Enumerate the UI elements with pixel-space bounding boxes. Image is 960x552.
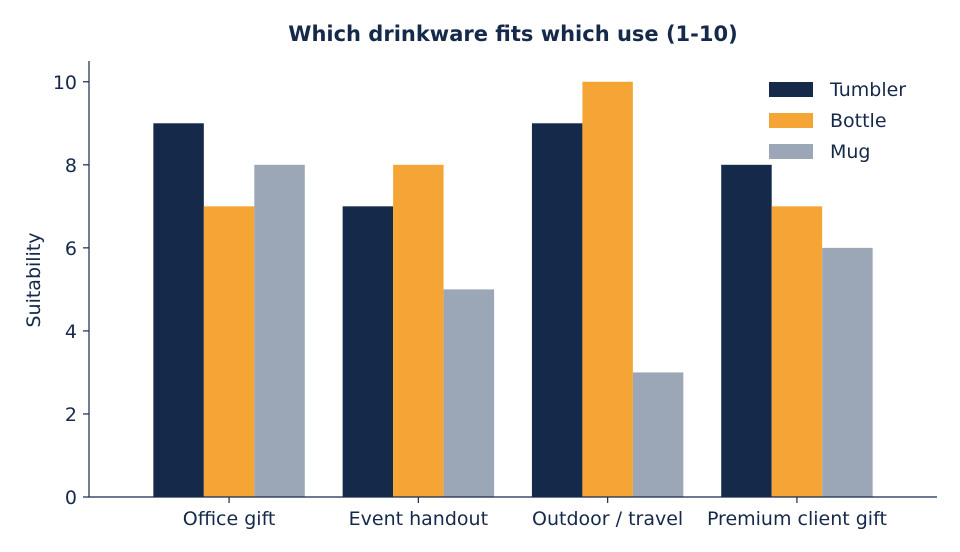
legend: Tumbler Bottle Mug — [769, 79, 906, 163]
y-tick-label: 4 — [65, 321, 77, 343]
y-tick-label: 0 — [65, 487, 77, 509]
bar-mug-1 — [254, 164, 305, 498]
bar-bottle-4 — [771, 206, 823, 498]
bar-tumbler-2 — [342, 206, 394, 498]
legend-label-bottle: Bottle — [830, 110, 887, 132]
bar-bottle-3 — [582, 81, 633, 497]
legend-swatch-mug — [769, 144, 813, 159]
bar-mug-2 — [443, 289, 495, 497]
bar-mug-4 — [822, 247, 873, 497]
x-tick-label: Outdoor / travel — [532, 508, 683, 530]
bar-bottle-1 — [203, 206, 255, 498]
axes-group: 0 2 4 6 8 10 Office gift Event handout Outdoor /… — [53, 61, 937, 530]
y-tick-label: 8 — [65, 155, 77, 177]
bars-group — [153, 81, 873, 498]
legend-label-mug: Mug — [830, 141, 871, 163]
bar-mug-3 — [632, 372, 684, 497]
legend-swatch-tumbler — [769, 82, 813, 97]
bar-tumbler-3 — [531, 123, 583, 498]
bar-bottle-2 — [393, 164, 444, 498]
x-tick-label: Premium client gift — [707, 508, 887, 530]
y-tick-label: 2 — [65, 404, 77, 426]
x-tick-label: Office gift — [183, 508, 276, 530]
y-axis-label: Suitability — [23, 232, 45, 327]
x-tick-label: Event handout — [349, 508, 488, 530]
bar-tumbler-4 — [721, 164, 772, 498]
bar-tumbler-1 — [153, 123, 204, 498]
chart-title: Which drinkware fits which use (1-10) — [288, 22, 737, 46]
legend-label-tumbler: Tumbler — [829, 79, 906, 101]
y-tick-label: 6 — [65, 238, 77, 260]
y-tick-label: 10 — [53, 72, 77, 94]
legend-swatch-bottle — [769, 113, 813, 128]
